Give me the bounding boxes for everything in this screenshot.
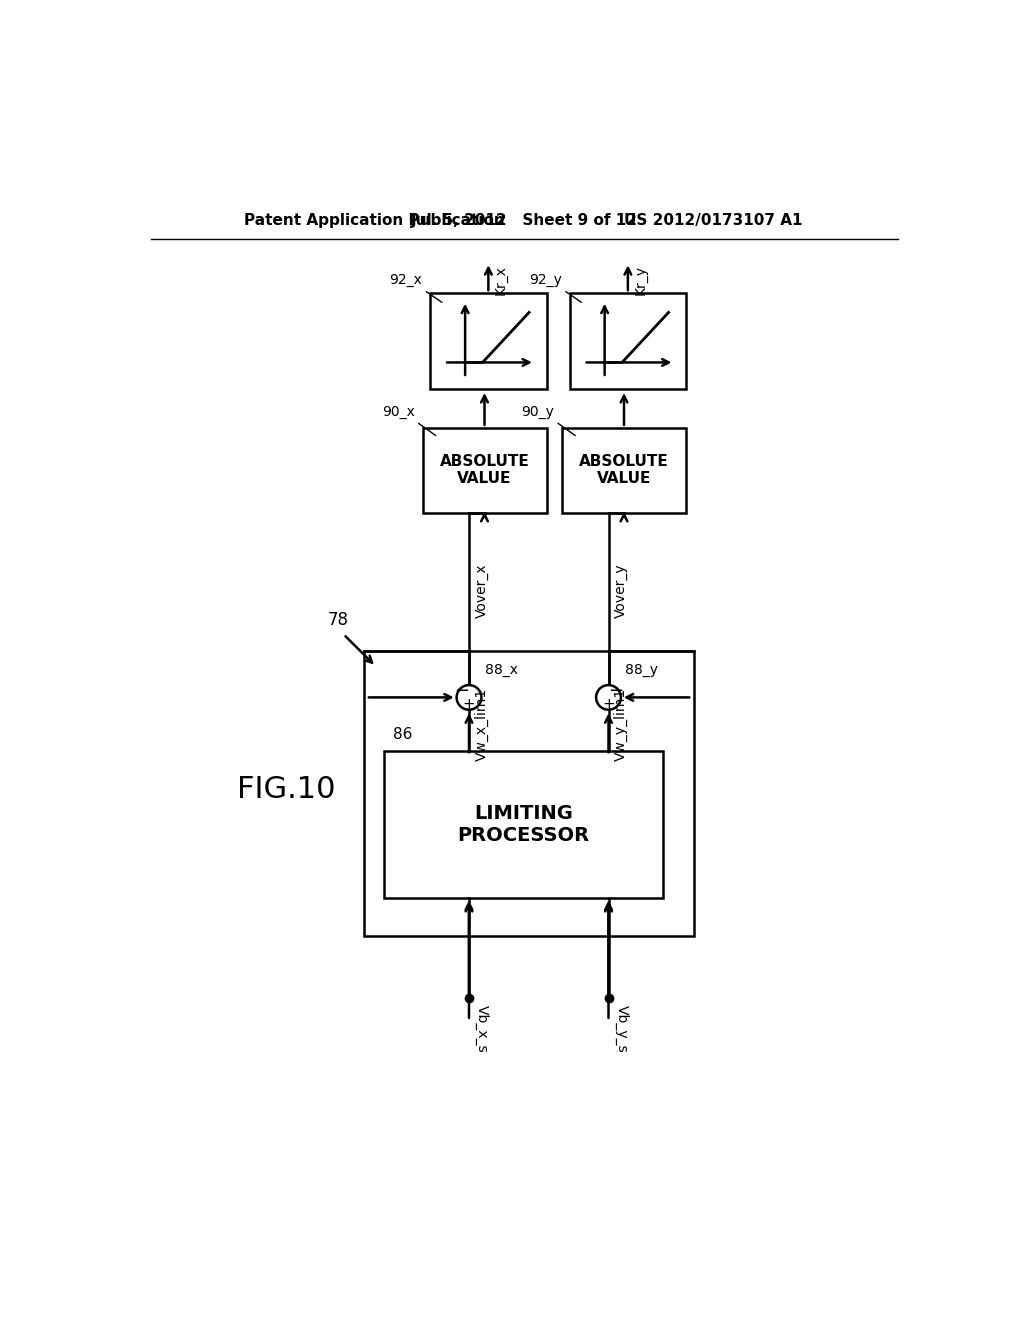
Text: Vb_y_s: Vb_y_s xyxy=(614,1006,629,1053)
Text: Kr_y: Kr_y xyxy=(633,265,647,296)
Text: FIG.10: FIG.10 xyxy=(237,775,335,804)
Text: LIMITING
PROCESSOR: LIMITING PROCESSOR xyxy=(457,804,590,845)
Bar xyxy=(562,428,686,512)
Text: Kr_x: Kr_x xyxy=(494,265,508,296)
Text: 88_x: 88_x xyxy=(485,664,518,677)
Text: ABSOLUTE
VALUE: ABSOLUTE VALUE xyxy=(580,454,669,487)
Text: Vw_y_lim1: Vw_y_lim1 xyxy=(614,688,628,760)
Text: Patent Application Publication: Patent Application Publication xyxy=(245,213,505,227)
Bar xyxy=(423,428,547,512)
Bar xyxy=(384,751,663,898)
Text: 88_y: 88_y xyxy=(625,664,657,677)
Bar xyxy=(430,293,547,389)
Text: +: + xyxy=(463,697,475,713)
Bar xyxy=(569,293,686,389)
Text: +: + xyxy=(602,697,614,713)
Text: Jul. 5, 2012   Sheet 9 of 12: Jul. 5, 2012 Sheet 9 of 12 xyxy=(412,213,638,227)
Text: −: − xyxy=(455,681,470,700)
Text: ABSOLUTE
VALUE: ABSOLUTE VALUE xyxy=(439,454,529,487)
Text: −: − xyxy=(608,681,623,700)
Text: US 2012/0173107 A1: US 2012/0173107 A1 xyxy=(624,213,802,227)
Text: 86: 86 xyxy=(393,727,413,742)
Text: Vover_y: Vover_y xyxy=(614,564,628,619)
Circle shape xyxy=(596,685,621,710)
Bar xyxy=(365,651,693,936)
Text: 92_y: 92_y xyxy=(529,273,562,286)
Text: 92_x: 92_x xyxy=(389,273,423,286)
Text: 78: 78 xyxy=(328,611,349,630)
Text: Vb_x_s: Vb_x_s xyxy=(475,1006,489,1053)
Circle shape xyxy=(457,685,481,710)
Text: Vw_x_lim1: Vw_x_lim1 xyxy=(474,688,488,760)
Text: 90_y: 90_y xyxy=(521,405,554,418)
Text: 90_x: 90_x xyxy=(382,405,415,418)
Text: Vover_x: Vover_x xyxy=(474,564,488,619)
